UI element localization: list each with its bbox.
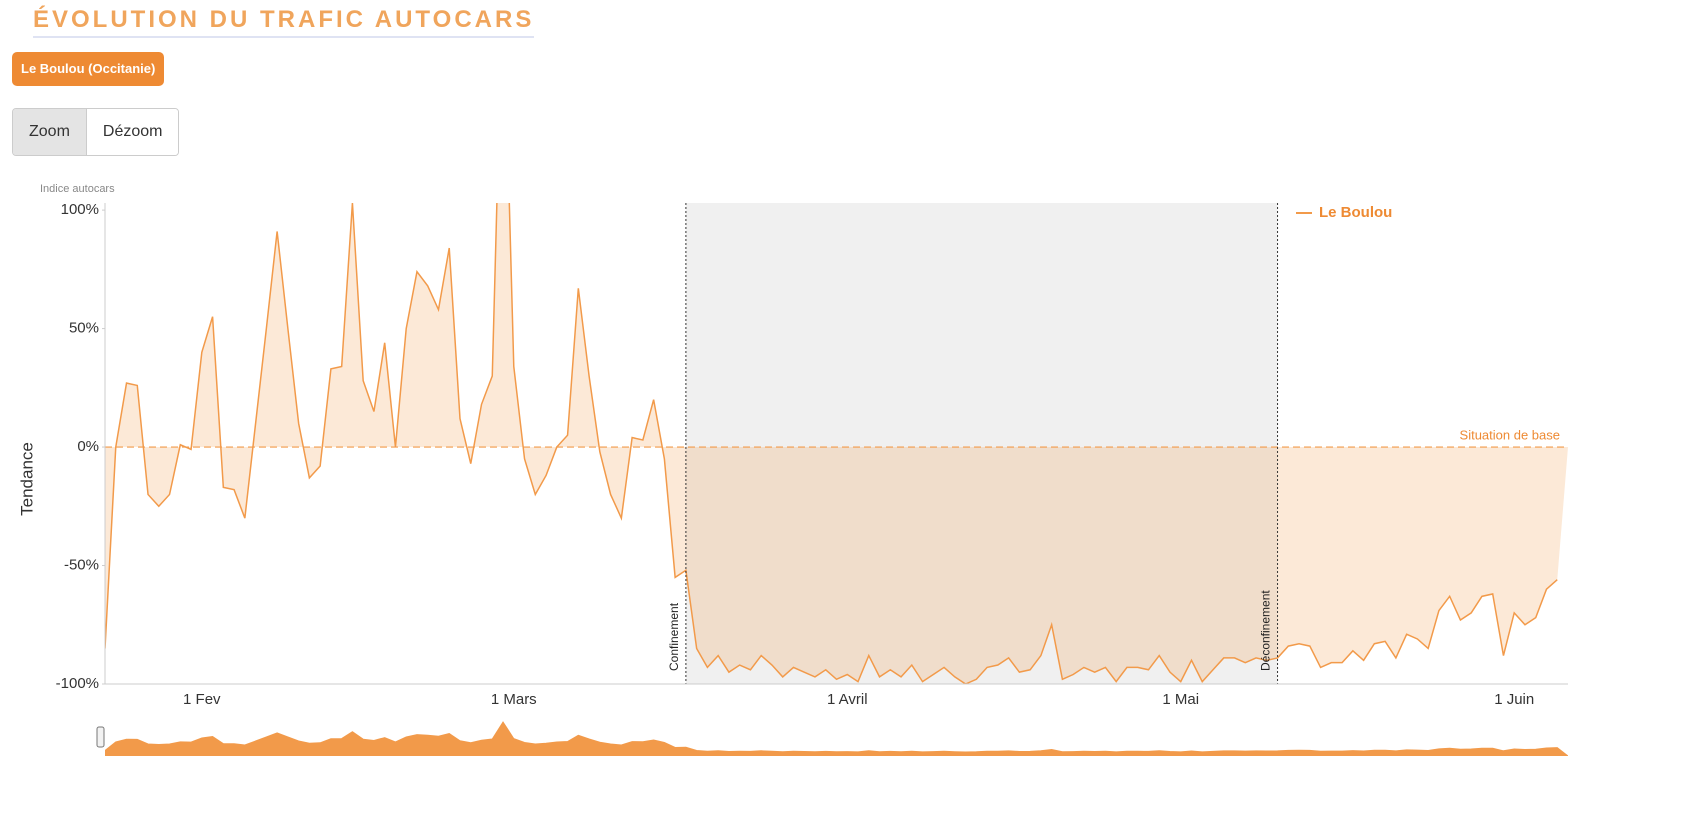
x-tick-label: 1 Juin <box>1494 691 1534 708</box>
header: ÉVOLUTION DU TRAFIC AUTOCARS Le Boulou (… <box>0 0 1696 170</box>
y-tick-label: 0% <box>77 438 99 455</box>
plot-band <box>685 203 1278 684</box>
y-tick-label: 100% <box>61 201 99 218</box>
annotation-label: Déconfinement <box>1259 590 1273 671</box>
button-group: Zoom Dézoom <box>12 108 180 156</box>
x-tick-label: 1 Fev <box>183 691 221 708</box>
badge[interactable]: Le Boulou (Occitanie) <box>12 52 165 86</box>
y-tick-label: -100% <box>56 675 99 692</box>
x-tick-label: 1 Mars <box>491 691 537 708</box>
zoom-button[interactable]: Zoom <box>13 109 87 155</box>
y-tick-label: 50% <box>69 320 99 337</box>
y-tick-label: -50% <box>64 556 99 573</box>
navigator <box>105 721 1568 756</box>
dezoom-button[interactable]: Dézoom <box>86 109 179 155</box>
y-label: Tendance <box>17 442 36 516</box>
x-tick-label: 1 Mai <box>1162 691 1199 708</box>
navigator-area <box>105 721 1568 756</box>
annotation-label: Confinement <box>667 602 681 671</box>
legend-label: Le Boulou <box>1319 204 1392 221</box>
baseline-label: Situation de base <box>1460 427 1560 442</box>
x-tick-label: 1 Avril <box>827 691 868 708</box>
navigator-handle <box>96 726 105 748</box>
title: ÉVOLUTION DU TRAFIC AUTOCARS <box>33 6 535 38</box>
y-axis-title: Indice autocars <box>40 183 115 195</box>
